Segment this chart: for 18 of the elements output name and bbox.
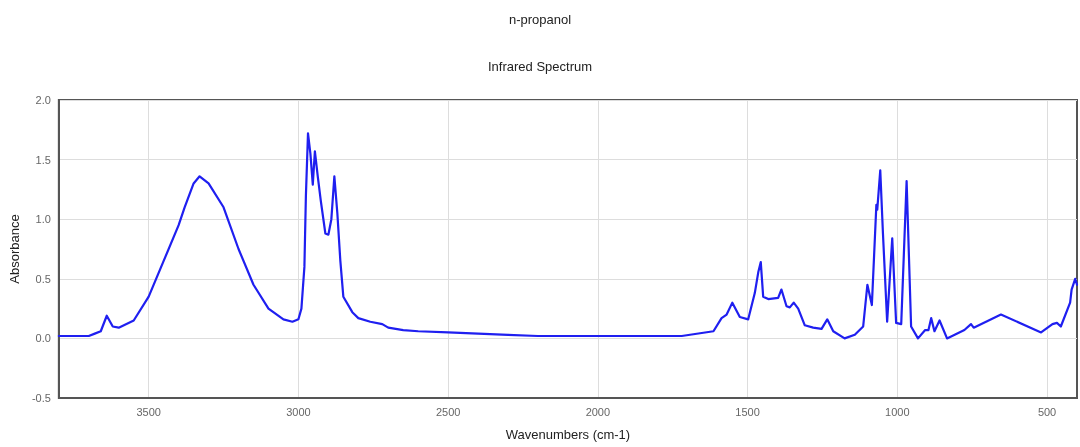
x-tick-label: 2500 (435, 405, 461, 418)
x-tick-label: 500 (1037, 405, 1057, 418)
y-tick-label: 1.5 (35, 153, 51, 166)
x-tick-label: 2000 (585, 405, 611, 418)
y-tick-label: 0.0 (35, 332, 51, 345)
x-tick-label: 3000 (286, 405, 311, 418)
x-tick-label: 1000 (885, 405, 910, 418)
y-tick-label: 0.5 (35, 272, 51, 285)
x-tick-label: 3500 (136, 405, 161, 418)
chart-title: n-propanol (508, 12, 572, 27)
chart-subtitle: Infrared Spectrum (487, 59, 593, 74)
y-axis-title: Absorbance (7, 214, 22, 284)
x-tick-label: 1500 (735, 405, 760, 418)
x-axis-title: Wavenumbers (cm-1) (505, 427, 631, 442)
y-tick-label: 2.0 (35, 94, 51, 106)
line-series (57, 132, 1079, 340)
y-tick-label: 1.0 (35, 213, 51, 226)
y-tick-label: -0.5 (31, 392, 51, 404)
